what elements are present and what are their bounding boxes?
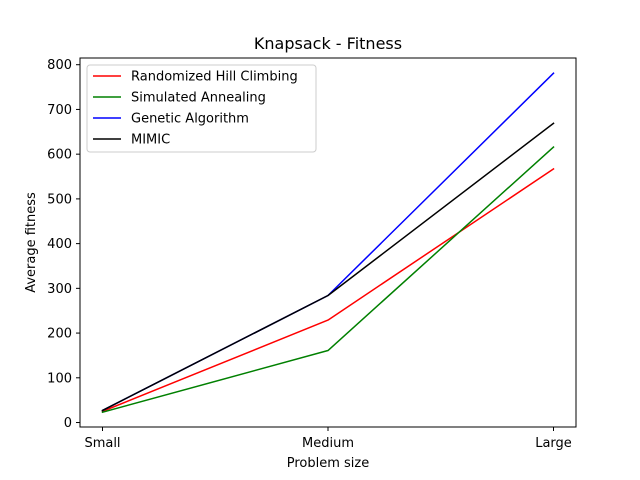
y-tick-label: 600	[47, 148, 72, 163]
y-tick-label: 200	[47, 327, 72, 342]
series-layer	[101, 72, 555, 414]
series-line-1	[101, 145, 555, 414]
x-tick-label: Small	[84, 436, 120, 451]
legend-label-3: MIMIC	[131, 133, 170, 148]
y-axis-ticks: 0 100 200 300 400 500 600 700 800	[47, 58, 80, 431]
x-axis-label: Problem size	[287, 456, 370, 471]
legend-label-0: Randomized Hill Climbing	[131, 70, 298, 85]
y-tick-label: 100	[47, 371, 72, 386]
y-tick-label: 0	[64, 416, 72, 431]
series-line-0	[101, 167, 555, 413]
y-tick-label: 800	[47, 58, 72, 73]
legend-box	[86, 64, 317, 153]
chart-title: Knapsack - Fitness	[254, 34, 402, 53]
legend-entries: Randomized Hill Climbing Simulated Anneal…	[93, 70, 298, 148]
y-tick-label: 400	[47, 237, 72, 252]
legend: Randomized Hill Climbing Simulated Anneal…	[86, 64, 317, 153]
x-tick-label: Medium	[302, 436, 354, 451]
y-tick-label: 500	[47, 192, 72, 207]
x-tick-label: Large	[535, 436, 572, 451]
series-line-3	[101, 122, 555, 412]
y-tick-label: 700	[47, 103, 72, 118]
legend-label-1: Simulated Annealing	[131, 91, 266, 106]
x-axis-ticks: Small Medium Large	[84, 427, 572, 451]
y-axis-label: Average fitness	[24, 192, 39, 293]
legend-label-2: Genetic Algorithm	[131, 112, 249, 127]
y-tick-label: 300	[47, 282, 72, 297]
